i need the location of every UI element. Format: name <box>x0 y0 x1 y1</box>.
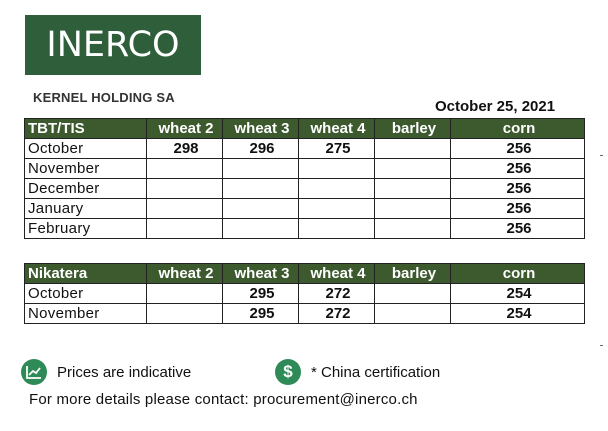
month-cell: November <box>24 303 147 324</box>
price-cell <box>374 198 451 219</box>
price-cell <box>146 218 223 239</box>
price-cell <box>146 198 223 219</box>
price-cell: 298 <box>146 138 223 159</box>
chart-line-icon <box>21 359 47 385</box>
inerco-logo: INERCO <box>25 15 201 75</box>
price-cell <box>374 138 451 159</box>
column-header: corn <box>450 263 585 284</box>
column-header: barley <box>374 263 451 284</box>
table-title-cell: Nikatera <box>24 263 147 284</box>
legend-indicative-text: Prices are indicative <box>57 363 192 381</box>
price-cell: 295 <box>222 303 299 324</box>
price-cell: 254 <box>450 283 585 304</box>
price-cell <box>374 158 451 179</box>
table-title-cell: TBT/TIS <box>24 118 147 139</box>
price-cell <box>222 158 299 179</box>
company-name: KERNEL HOLDING SA <box>33 90 175 105</box>
price-cell: 256 <box>450 158 585 179</box>
column-header: barley <box>374 118 451 139</box>
table-row: November 295 272 254 <box>24 303 585 324</box>
table-row: November 256 <box>24 158 585 179</box>
price-cell <box>374 303 451 324</box>
price-cell <box>298 218 375 239</box>
month-cell: December <box>24 178 147 199</box>
column-header: wheat 4 <box>298 263 375 284</box>
column-header: wheat 2 <box>146 118 223 139</box>
price-cell <box>374 178 451 199</box>
month-cell: January <box>24 198 147 219</box>
price-cell <box>298 158 375 179</box>
price-table-nikatera: Nikatera wheat 2 wheat 3 wheat 4 barley corn … <box>24 263 585 324</box>
price-cell: 272 <box>298 303 375 324</box>
column-header: wheat 4 <box>298 118 375 139</box>
price-cell <box>222 178 299 199</box>
contact-info: For more details please contact: procure… <box>29 391 418 408</box>
price-cell <box>146 178 223 199</box>
price-date: October 25, 2021 <box>435 98 556 115</box>
price-cell <box>222 198 299 219</box>
price-cell <box>146 158 223 179</box>
dollar-icon: $ <box>275 359 301 385</box>
price-cell: 256 <box>450 218 585 239</box>
legend-indicative: Prices are indicative <box>21 359 191 385</box>
price-cell <box>374 283 451 304</box>
price-cell: 256 <box>450 198 585 219</box>
month-cell: October <box>24 283 147 304</box>
month-cell: November <box>24 158 147 179</box>
edge-tick <box>600 155 603 156</box>
table-row: December 256 <box>24 178 585 199</box>
price-cell: 275 <box>298 138 375 159</box>
month-cell: October <box>24 138 147 159</box>
price-cell: 256 <box>450 178 585 199</box>
column-header: wheat 2 <box>146 263 223 284</box>
price-cell: 256 <box>450 138 585 159</box>
edge-tick <box>600 345 603 346</box>
table-row: January 256 <box>24 198 585 219</box>
legend-china: $ * China certification <box>275 359 440 385</box>
price-cell <box>298 178 375 199</box>
price-cell <box>146 283 223 304</box>
price-cell: 272 <box>298 283 375 304</box>
table-header-row: TBT/TIS wheat 2 wheat 3 wheat 4 barley corn <box>24 118 585 139</box>
legend-china-text: * China certification <box>311 363 441 381</box>
column-header: corn <box>450 118 585 139</box>
price-cell <box>298 198 375 219</box>
column-header: wheat 3 <box>222 118 299 139</box>
price-cell: 254 <box>450 303 585 324</box>
price-cell <box>146 303 223 324</box>
price-cell <box>222 218 299 239</box>
table-row: October 298 296 275 256 <box>24 138 585 159</box>
table-header-row: Nikatera wheat 2 wheat 3 wheat 4 barley corn <box>24 263 585 284</box>
table-row: February 256 <box>24 218 585 239</box>
table-row: October 295 272 254 <box>24 283 585 304</box>
price-cell: 295 <box>222 283 299 304</box>
price-cell: 296 <box>222 138 299 159</box>
month-cell: February <box>24 218 147 239</box>
price-table-tbt-tis: TBT/TIS wheat 2 wheat 3 wheat 4 barley corn O… <box>24 118 585 239</box>
column-header: wheat 3 <box>222 263 299 284</box>
price-cell <box>374 218 451 239</box>
